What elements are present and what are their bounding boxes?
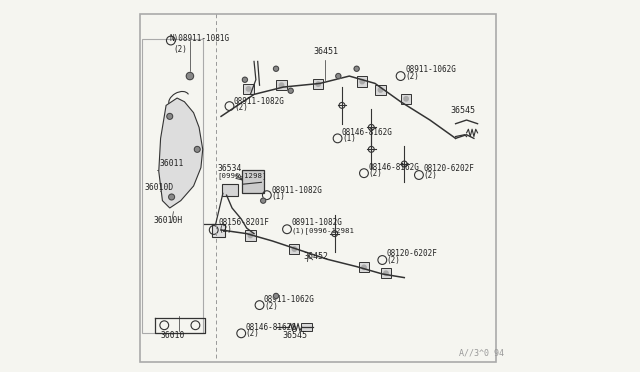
Polygon shape	[159, 98, 203, 208]
Text: (2): (2)	[405, 72, 419, 81]
Circle shape	[273, 294, 278, 298]
Text: 08911-1062G: 08911-1062G	[405, 65, 456, 74]
Text: 36545: 36545	[283, 331, 308, 340]
Circle shape	[273, 66, 278, 71]
FancyBboxPatch shape	[313, 79, 323, 89]
Text: (2): (2)	[234, 103, 248, 112]
Text: 08120-6202F: 08120-6202F	[423, 164, 474, 173]
Text: (1): (1)	[342, 134, 356, 143]
FancyBboxPatch shape	[359, 262, 369, 272]
Text: N)08911-1081G: N)08911-1081G	[170, 34, 230, 43]
Circle shape	[243, 77, 248, 82]
FancyBboxPatch shape	[375, 85, 385, 95]
Circle shape	[246, 87, 251, 91]
Text: A//3^0 94: A//3^0 94	[460, 348, 504, 357]
Circle shape	[260, 198, 266, 203]
Circle shape	[279, 83, 284, 87]
Text: 36545: 36545	[450, 106, 475, 115]
Circle shape	[336, 74, 341, 78]
Circle shape	[384, 271, 388, 275]
Text: 08146-8162G: 08146-8162G	[342, 128, 393, 137]
FancyBboxPatch shape	[357, 76, 367, 87]
Circle shape	[316, 82, 321, 86]
Text: 36010: 36010	[161, 331, 185, 340]
FancyBboxPatch shape	[140, 14, 496, 362]
Circle shape	[404, 97, 408, 101]
Text: 08120-6202F: 08120-6202F	[387, 249, 438, 259]
Text: 08156-8201F: 08156-8201F	[218, 218, 269, 227]
Circle shape	[186, 73, 193, 80]
Text: (2): (2)	[369, 169, 382, 178]
FancyBboxPatch shape	[212, 224, 225, 237]
FancyBboxPatch shape	[301, 323, 312, 331]
Circle shape	[195, 147, 200, 152]
Text: (2): (2)	[387, 256, 401, 265]
FancyBboxPatch shape	[401, 94, 412, 104]
FancyBboxPatch shape	[381, 268, 391, 278]
Circle shape	[288, 88, 293, 93]
Circle shape	[248, 233, 253, 238]
Text: 36010D: 36010D	[144, 183, 173, 192]
Text: (2): (2)	[423, 171, 437, 180]
Text: 08911-1082G: 08911-1082G	[271, 186, 323, 195]
Circle shape	[354, 66, 359, 71]
FancyBboxPatch shape	[222, 184, 238, 196]
FancyBboxPatch shape	[245, 230, 255, 241]
Text: 36010H: 36010H	[153, 216, 182, 225]
Text: (2): (2)	[264, 302, 278, 311]
FancyBboxPatch shape	[289, 244, 300, 254]
Text: (1)[0996-12981: (1)[0996-12981	[291, 227, 355, 234]
Text: 08911-1062G: 08911-1062G	[264, 295, 315, 304]
FancyBboxPatch shape	[142, 39, 203, 333]
Text: [0996-1298]: [0996-1298]	[218, 172, 267, 179]
Text: (2): (2)	[173, 45, 188, 54]
Circle shape	[378, 88, 383, 92]
Circle shape	[169, 194, 175, 200]
Text: 08911-1082G: 08911-1082G	[234, 97, 285, 106]
Text: 36451: 36451	[313, 47, 338, 56]
FancyBboxPatch shape	[243, 84, 253, 94]
FancyBboxPatch shape	[276, 80, 287, 90]
Circle shape	[362, 265, 366, 270]
Text: 08911-1082G: 08911-1082G	[291, 218, 342, 227]
Text: (2): (2)	[246, 329, 259, 338]
Text: 36011: 36011	[159, 159, 184, 168]
Circle shape	[167, 113, 173, 119]
Text: 08146-8162G: 08146-8162G	[369, 163, 419, 171]
Circle shape	[360, 79, 364, 84]
Text: 36534: 36534	[218, 164, 242, 173]
Text: (1): (1)	[271, 192, 285, 201]
Text: 08146-8162G: 08146-8162G	[246, 323, 296, 332]
Text: 36452: 36452	[303, 252, 328, 261]
Circle shape	[292, 247, 296, 251]
FancyBboxPatch shape	[242, 170, 264, 193]
Text: (2): (2)	[218, 225, 232, 234]
